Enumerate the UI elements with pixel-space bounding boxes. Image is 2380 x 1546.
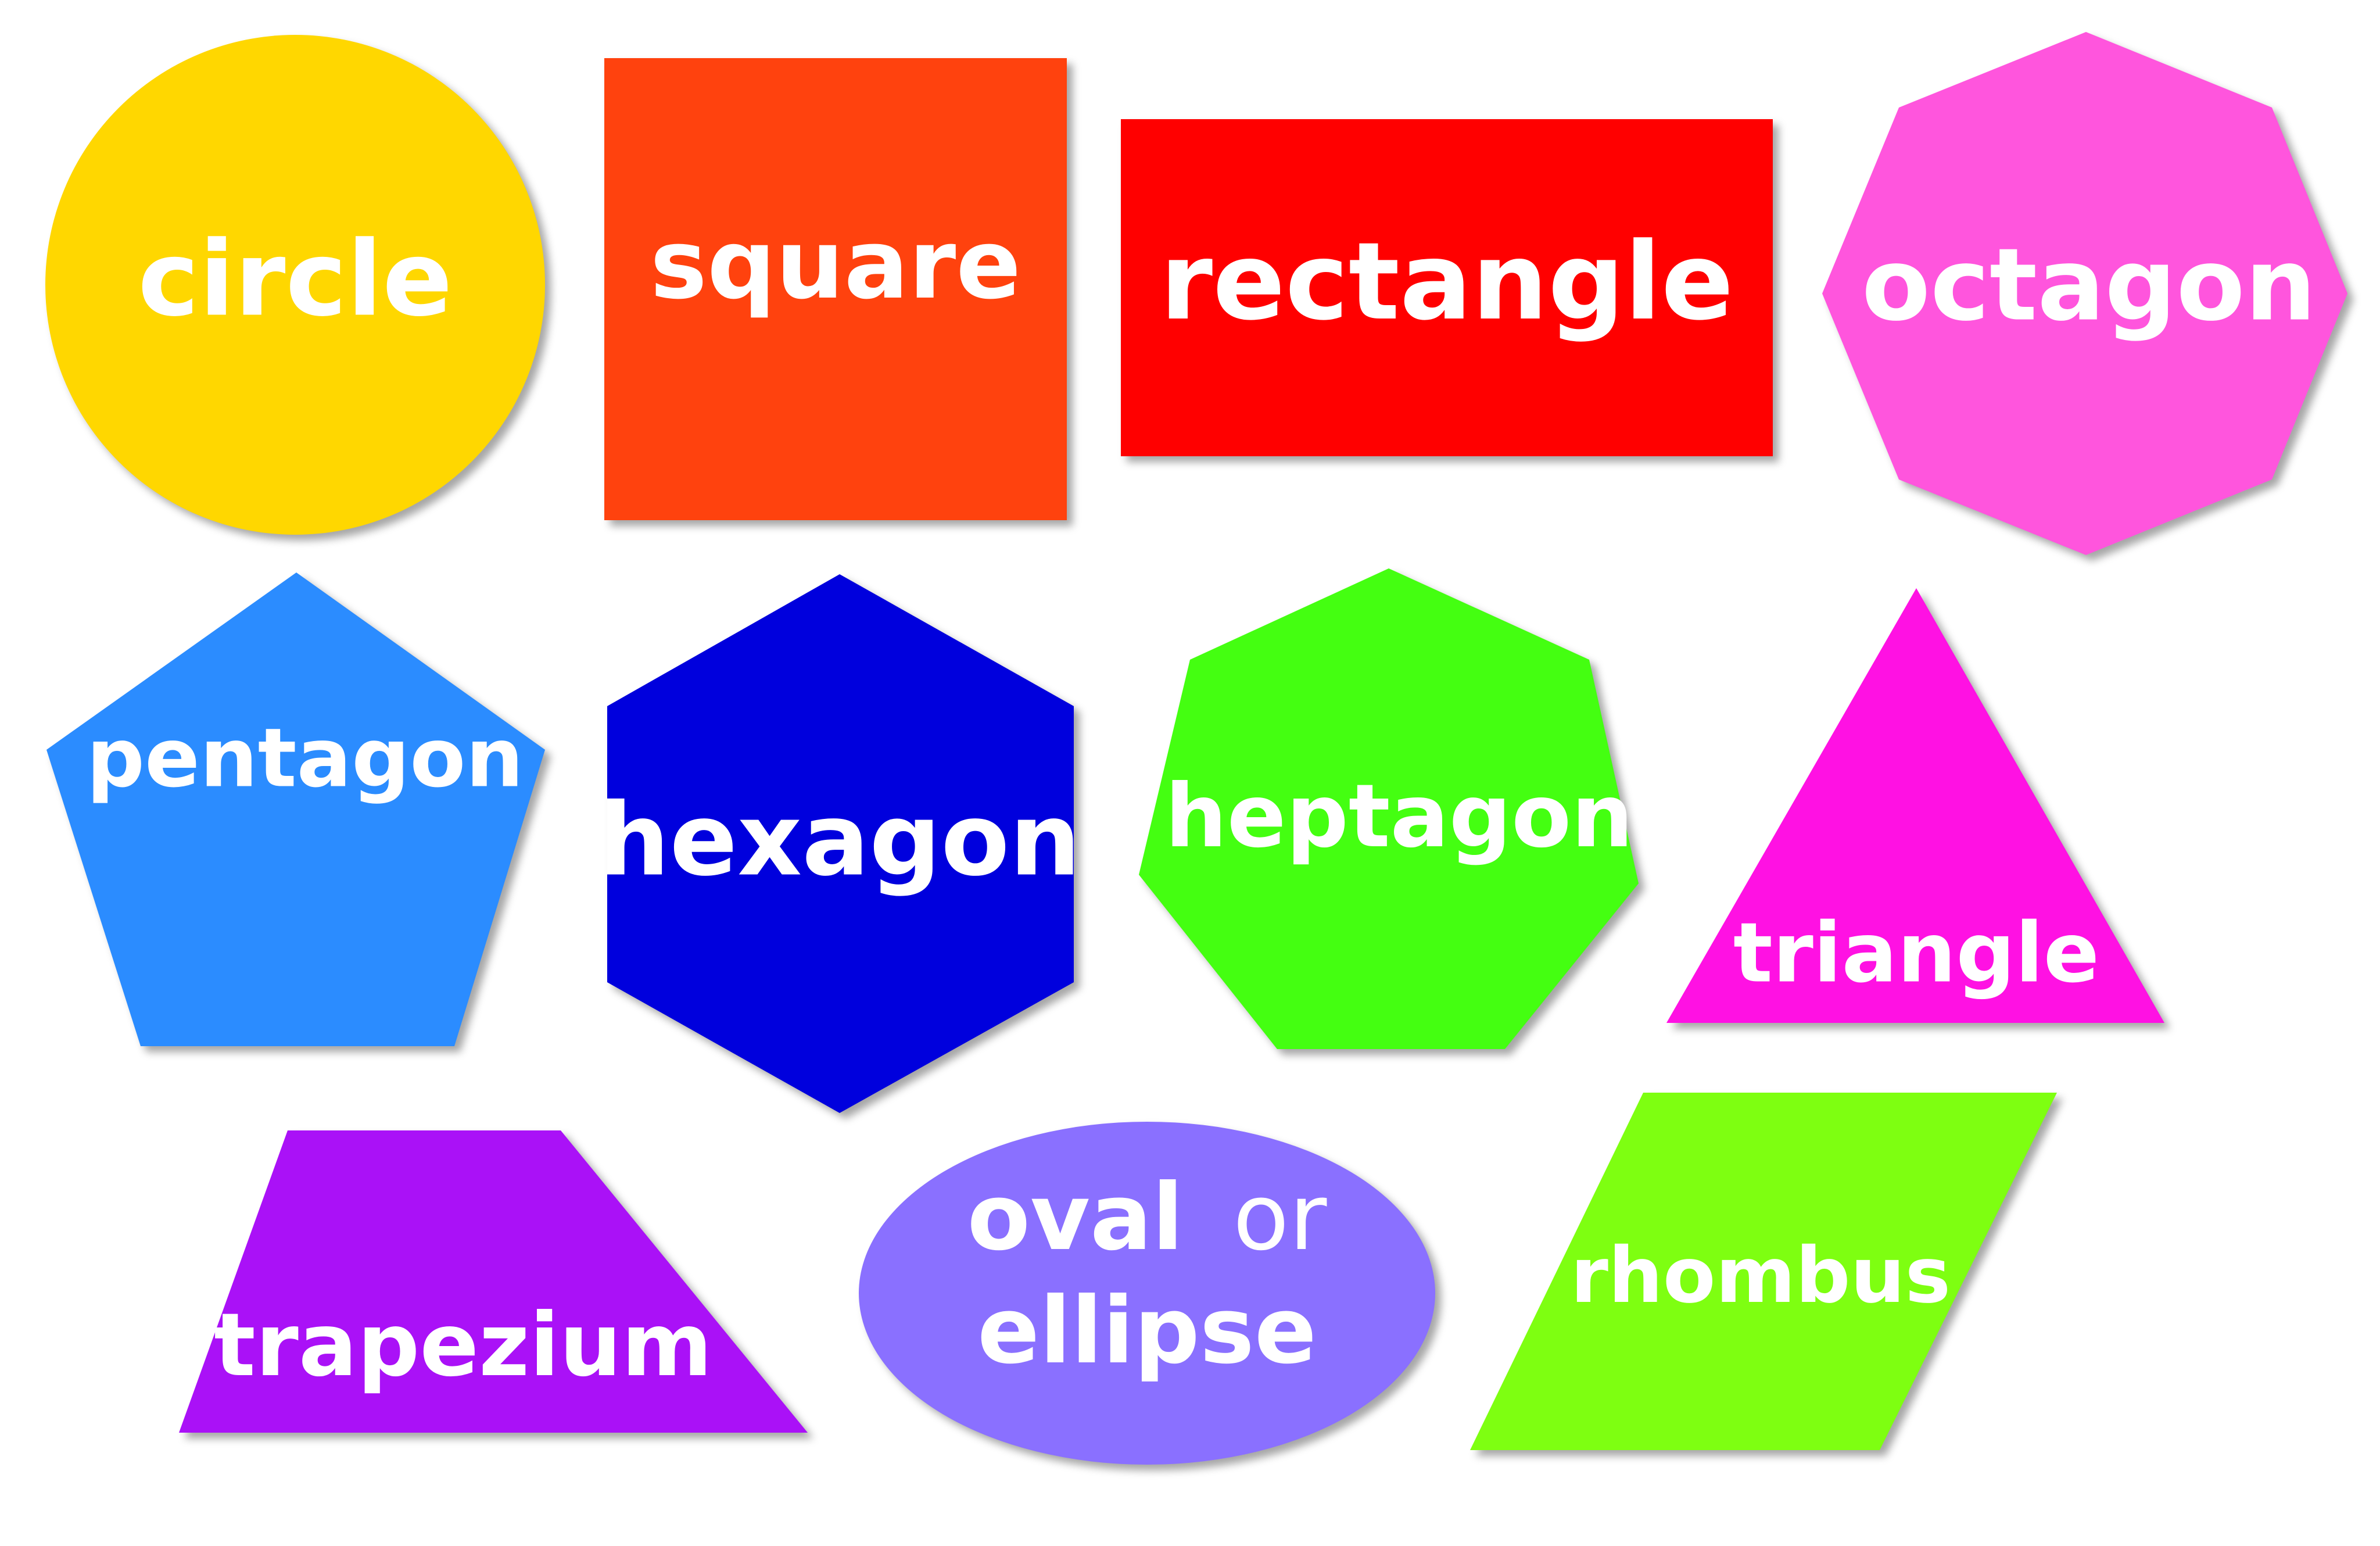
pentagon-label: pentagon: [87, 711, 524, 806]
triangle-card: triangle: [1666, 588, 2164, 1023]
circle-label: circle: [138, 219, 453, 339]
heptagon-label: heptagon: [1165, 766, 1633, 867]
octagon-card: octagon: [1822, 32, 2347, 555]
oval-label-bold: oval: [967, 1164, 1184, 1271]
trapezium-label: trapezium: [214, 1295, 712, 1396]
octagon-shape: [1822, 32, 2347, 555]
oval-label-line2: ellipse: [977, 1277, 1317, 1384]
circle-card: circle: [45, 35, 545, 535]
triangle-label: triangle: [1733, 906, 2099, 1001]
pentagon-card: pentagon: [46, 572, 545, 1046]
octagon-label: octagon: [1862, 227, 2316, 343]
triangle-shape: [1666, 588, 2164, 1023]
rectangle-shape: [1121, 119, 1773, 456]
square-label: square: [650, 209, 1021, 320]
heptagon-card: heptagon: [1139, 568, 1639, 1049]
hexagon-card: hexagon: [598, 574, 1081, 1113]
rectangle-label: rectangle: [1160, 220, 1733, 344]
oval-label-or: or: [1233, 1164, 1327, 1271]
square-shape: [604, 58, 1067, 520]
rhombus-card: rhombus: [1470, 1093, 2057, 1450]
oval-label-line1: oval or: [967, 1164, 1327, 1271]
heptagon-shape: [1139, 568, 1639, 1049]
rectangle-card: rectangle: [1121, 119, 1773, 456]
oval-shape: [859, 1122, 1435, 1465]
square-card: square: [604, 58, 1067, 520]
pentagon-shape: [46, 572, 545, 1046]
rhombus-shape: [1470, 1093, 2057, 1450]
hexagon-label: hexagon: [598, 782, 1081, 899]
trapezium-card: trapezium: [179, 1130, 808, 1433]
circle-shape: [45, 35, 545, 535]
trapezium-shape: [179, 1130, 808, 1433]
oval-card: oval or ellipse: [859, 1122, 1435, 1465]
rhombus-label: rhombus: [1571, 1231, 1951, 1320]
hexagon-shape: [607, 574, 1074, 1113]
